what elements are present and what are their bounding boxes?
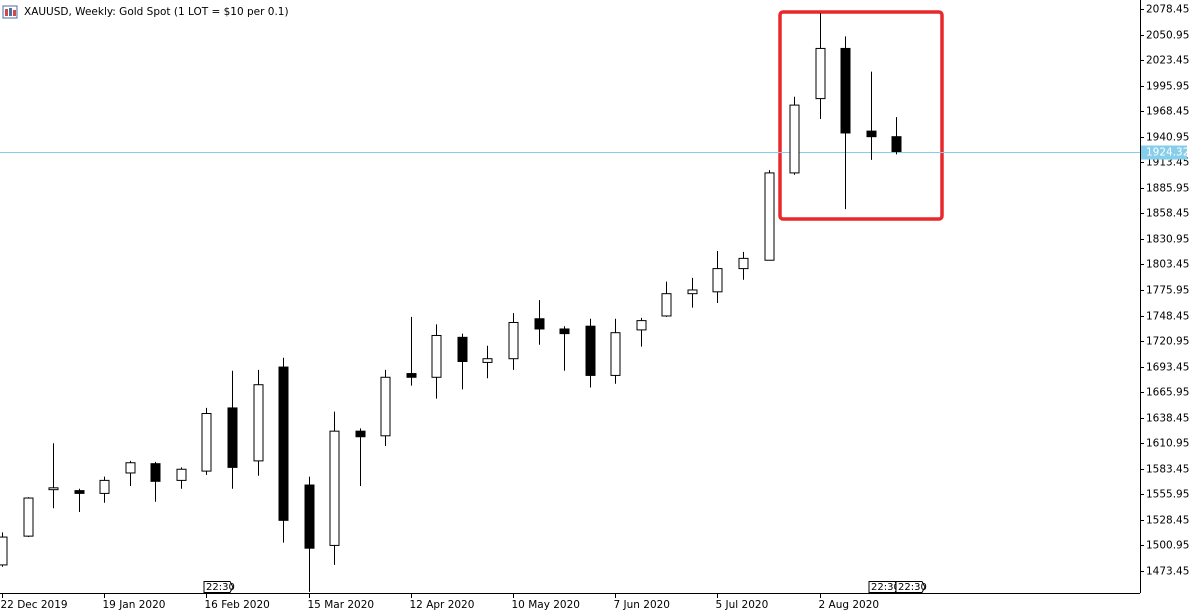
candle-body xyxy=(201,413,212,472)
current-price-label: 1924.32 xyxy=(1146,147,1189,159)
candle-body xyxy=(150,463,161,482)
candle-body xyxy=(840,47,851,134)
candle-body xyxy=(431,334,442,378)
candle-body xyxy=(891,136,902,153)
time-marker-label: 22:30 xyxy=(898,582,927,593)
symbol-icon xyxy=(2,5,18,19)
candle-body xyxy=(48,487,59,491)
candle-body xyxy=(0,536,8,566)
y-tick-label: 1610.95 xyxy=(1146,438,1189,450)
candle-body xyxy=(508,321,519,360)
current-price-box xyxy=(1141,145,1187,160)
candle-body xyxy=(304,484,315,549)
candle-body xyxy=(559,328,570,335)
candle-body xyxy=(457,336,468,362)
y-tick-label: 1748.45 xyxy=(1146,311,1189,323)
y-tick-label: 1995.95 xyxy=(1146,81,1189,93)
time-marker-label: 22:30 xyxy=(206,582,235,593)
candle-body xyxy=(738,257,749,270)
time-marker-label: 22:30 xyxy=(871,582,900,593)
candle-body xyxy=(636,320,647,331)
y-tick-label: 2050.95 xyxy=(1146,30,1189,42)
candle-body xyxy=(253,384,264,462)
y-tick-label: 1775.95 xyxy=(1146,285,1189,297)
x-tick-label: 19 Jan 2020 xyxy=(103,599,166,611)
y-tick-label: 1968.45 xyxy=(1146,106,1189,118)
x-tick-label: 5 Jul 2020 xyxy=(716,599,769,611)
time-marker-box xyxy=(895,581,926,593)
y-tick-label: 1830.95 xyxy=(1146,234,1189,246)
y-tick-label: 1500.95 xyxy=(1146,540,1189,552)
candle-body xyxy=(406,373,417,378)
y-tick-label: 1803.45 xyxy=(1146,259,1189,271)
time-marker-box xyxy=(203,581,234,593)
y-tick-label: 1473.45 xyxy=(1146,566,1189,578)
candle-body xyxy=(815,47,826,100)
candle-body xyxy=(610,332,621,376)
x-tick-label: 22 Dec 2019 xyxy=(1,599,68,611)
candle-body xyxy=(23,497,34,537)
candle-body xyxy=(585,325,596,376)
candle-body xyxy=(329,430,340,546)
x-tick-label: 7 Jun 2020 xyxy=(614,599,670,611)
candle-body xyxy=(764,172,775,261)
y-tick-label: 1940.95 xyxy=(1146,132,1189,144)
candle-body xyxy=(789,104,800,174)
candle-body xyxy=(661,293,672,317)
x-tick-label: 15 Mar 2020 xyxy=(308,599,375,611)
y-tick-label: 1858.45 xyxy=(1146,208,1189,220)
candle-body xyxy=(176,468,187,481)
y-tick-label: 2023.45 xyxy=(1146,55,1189,67)
candle-body xyxy=(687,289,698,295)
y-tick-label: 2078.45 xyxy=(1146,4,1189,16)
candle-body xyxy=(278,366,289,521)
highlight-box xyxy=(778,10,944,221)
y-tick-label: 1583.45 xyxy=(1146,464,1189,476)
x-tick-label: 10 May 2020 xyxy=(512,599,580,611)
candle-body xyxy=(355,430,366,438)
y-tick-label: 1693.45 xyxy=(1146,362,1189,374)
y-tick-label: 1720.95 xyxy=(1146,336,1189,348)
x-tick-label: 16 Feb 2020 xyxy=(205,599,270,611)
y-tick-label: 1665.95 xyxy=(1146,387,1189,399)
chart-title: XAUUSD, Weekly: Gold Spot (1 LOT = $10 p… xyxy=(24,6,289,18)
x-tick-label: 2 Aug 2020 xyxy=(819,599,880,611)
y-tick-label: 1528.45 xyxy=(1146,515,1189,527)
candle-body xyxy=(125,462,136,474)
candle-body xyxy=(712,268,723,293)
candle-body xyxy=(74,490,85,494)
candle-body xyxy=(227,407,238,468)
candle-body xyxy=(534,318,545,330)
y-tick-label: 1885.95 xyxy=(1146,183,1189,195)
y-tick-label: 1555.95 xyxy=(1146,489,1189,501)
candle-body xyxy=(99,479,110,494)
candle-body xyxy=(380,376,391,437)
candle-body xyxy=(482,358,493,363)
x-tick-label: 12 Apr 2020 xyxy=(410,599,475,611)
candle-body xyxy=(866,130,877,138)
y-tick-label: 1638.45 xyxy=(1146,413,1189,425)
